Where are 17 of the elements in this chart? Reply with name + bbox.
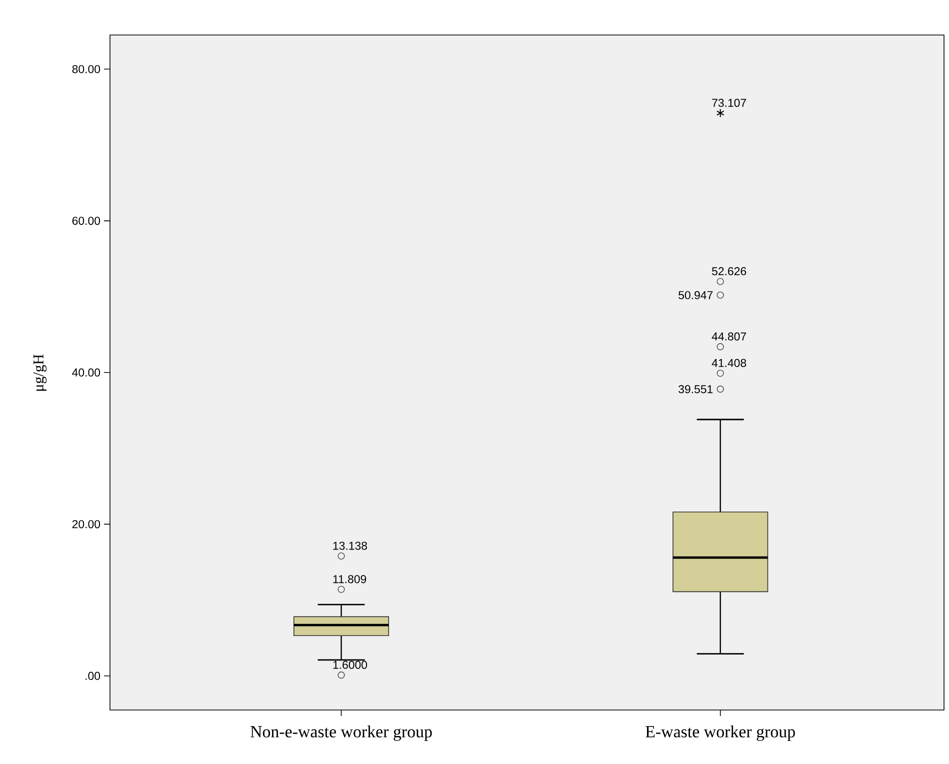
x-tick-label: Non-e-waste worker group xyxy=(250,726,432,741)
annotation: 73.107 xyxy=(712,98,746,107)
y-tick-label: 80.00 xyxy=(72,65,100,74)
annotation: 11.809 xyxy=(333,575,366,584)
x-tick-label: E-waste worker group xyxy=(646,726,795,741)
y-axis-title: μg/gH xyxy=(33,354,47,391)
y-tick-label: .00 xyxy=(86,672,100,680)
annotation: 44.807 xyxy=(712,332,746,340)
annotation: 50.947 xyxy=(678,291,713,300)
y-tick-label: 20.00 xyxy=(72,520,100,528)
annotation: 41.408 xyxy=(712,358,746,368)
y-tick-label: 40.00 xyxy=(72,368,100,377)
annotation: 1.6000 xyxy=(333,660,368,669)
annotation: 39.551 xyxy=(678,385,713,394)
annotation: 52.626 xyxy=(712,267,746,276)
y-tick-label: 60.00 xyxy=(72,216,100,225)
annotation: 13.138 xyxy=(333,542,367,550)
